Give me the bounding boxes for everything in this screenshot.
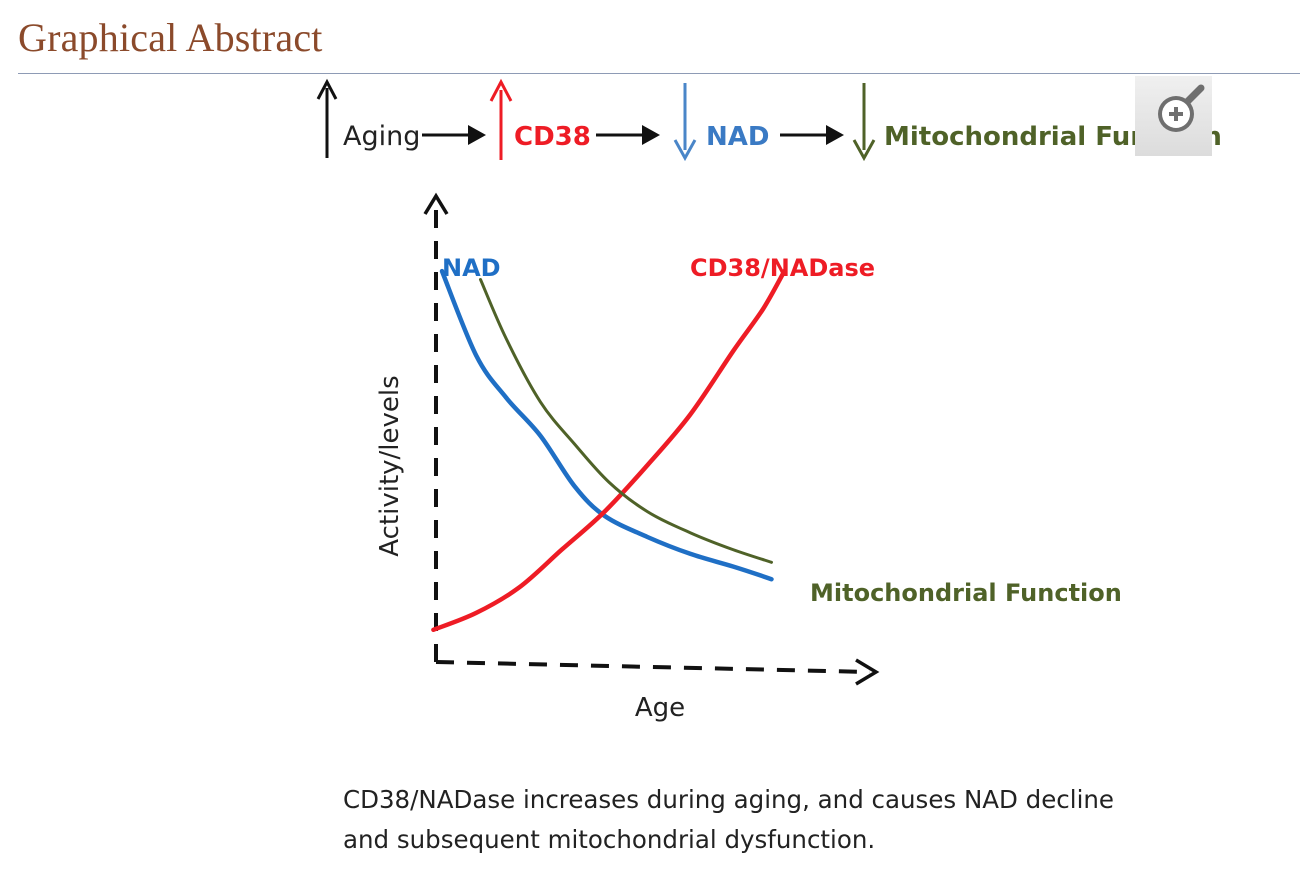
pathway-label-cd38: CD38 bbox=[514, 122, 591, 152]
pathway-row: Aging CD38 NAD Mitochondri bbox=[316, 78, 1222, 162]
figure-caption: CD38/NADase increases during aging, and … bbox=[343, 780, 1243, 860]
zoom-in-icon bbox=[1158, 84, 1205, 132]
series-label-nad: NAD bbox=[442, 254, 501, 282]
series-line-mitochondrial-function bbox=[479, 278, 773, 564]
section-title: Graphical Abstract bbox=[18, 15, 323, 60]
x-axis-arrowhead bbox=[855, 658, 880, 686]
mito-down-arrow bbox=[852, 83, 876, 162]
x-axis-label: Age bbox=[635, 693, 685, 723]
y-axis-arrowhead bbox=[423, 192, 449, 215]
series-line-cd38-nadase bbox=[431, 268, 787, 633]
section-divider bbox=[18, 73, 1300, 74]
pathway-connector-arrow-1 bbox=[422, 125, 486, 145]
series-line-nad bbox=[439, 268, 774, 582]
y-axis-label: Activity/levels bbox=[375, 375, 405, 556]
zoom-button[interactable] bbox=[1135, 76, 1212, 156]
series-layer bbox=[431, 268, 787, 633]
aging-chart: NAD CD38/NADase Mitochondrial Function A… bbox=[375, 192, 1122, 723]
caption-line-2: and subsequent mitochondrial dysfunction… bbox=[343, 825, 876, 854]
series-label-mitochondrial-function: Mitochondrial Function bbox=[810, 579, 1122, 607]
series-label-cd38-nadase: CD38/NADase bbox=[690, 254, 875, 282]
x-axis bbox=[435, 660, 871, 674]
pathway-label-aging: Aging bbox=[343, 121, 420, 152]
cd38-up-arrow bbox=[489, 78, 513, 160]
pathway-connector-arrow-3 bbox=[780, 125, 844, 145]
caption-line-1: CD38/NADase increases during aging, and … bbox=[343, 785, 1114, 814]
pathway-connector-arrow-2 bbox=[596, 125, 660, 145]
pathway-label-nad: NAD bbox=[706, 122, 769, 152]
aging-up-arrow bbox=[316, 78, 338, 158]
nad-down-arrow bbox=[673, 83, 697, 162]
